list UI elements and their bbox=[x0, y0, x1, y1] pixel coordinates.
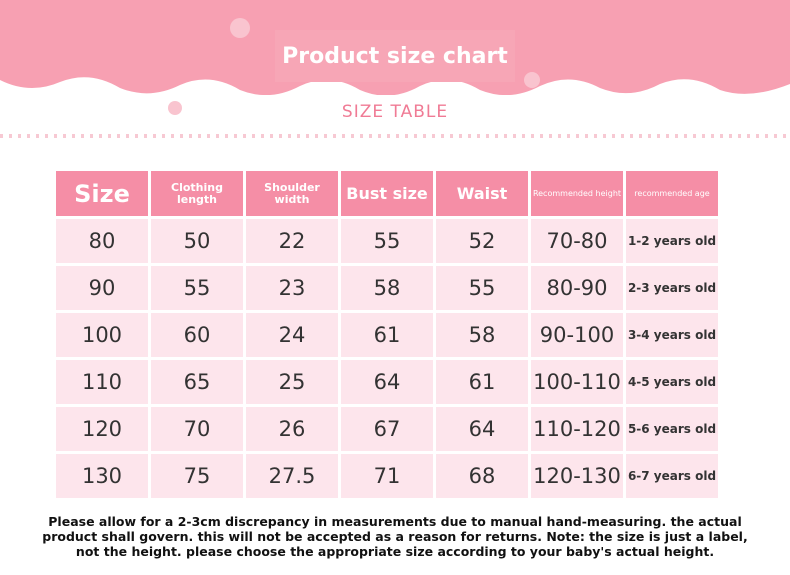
table-cell: 64 bbox=[436, 407, 528, 451]
table-cell: 70 bbox=[151, 407, 243, 451]
table-cell: 70-80 bbox=[531, 219, 623, 263]
column-header: Clothing length bbox=[151, 171, 243, 216]
table-row: 90 55 23 58 55 80-90 2-3 years old bbox=[56, 266, 718, 310]
table-cell: 67 bbox=[341, 407, 433, 451]
footer-line: Please allow for a 2-3cm discrepancy in … bbox=[48, 514, 742, 529]
table-cell: 25 bbox=[246, 360, 338, 404]
table-cell: 80-90 bbox=[531, 266, 623, 310]
table-cell: 6-7 years old bbox=[626, 454, 718, 498]
table-cell: 26 bbox=[246, 407, 338, 451]
table-cell: 61 bbox=[341, 313, 433, 357]
table-cell: 110-120 bbox=[531, 407, 623, 451]
subtitle: SIZE TABLE bbox=[341, 102, 449, 122]
table-cell: 3-4 years old bbox=[626, 313, 718, 357]
footer-line: product shall govern. this will not be a… bbox=[42, 529, 748, 544]
table-cell: 65 bbox=[151, 360, 243, 404]
table-cell: 100 bbox=[56, 313, 148, 357]
table-cell: 27.5 bbox=[246, 454, 338, 498]
table-cell: 68 bbox=[436, 454, 528, 498]
table-cell: 55 bbox=[341, 219, 433, 263]
table-cell: 64 bbox=[341, 360, 433, 404]
table-cell: 1-2 years old bbox=[626, 219, 718, 263]
table-cell: 2-3 years old bbox=[626, 266, 718, 310]
table-cell: 50 bbox=[151, 219, 243, 263]
column-header: Size bbox=[56, 171, 148, 216]
title: Product size chart bbox=[275, 30, 515, 82]
table-cell: 24 bbox=[246, 313, 338, 357]
header-row: Size Clothing length Shoulder width Bust si… bbox=[56, 171, 718, 216]
column-header: Bust size bbox=[341, 171, 433, 216]
column-header: Recommended height bbox=[531, 171, 623, 216]
table-cell: 58 bbox=[436, 313, 528, 357]
footer-line: not the height. please choose the approp… bbox=[75, 544, 715, 559]
table-cell: 90-100 bbox=[531, 313, 623, 357]
column-header: Waist bbox=[436, 171, 528, 216]
table-cell: 71 bbox=[341, 454, 433, 498]
table-row: 130 75 27.5 71 68 120-130 6-7 years old bbox=[56, 454, 718, 498]
table-cell: 5-6 years old bbox=[626, 407, 718, 451]
table-cell: 100-110 bbox=[531, 360, 623, 404]
table-cell: 80 bbox=[56, 219, 148, 263]
table-cell: 55 bbox=[436, 266, 528, 310]
table-cell: 75 bbox=[151, 454, 243, 498]
table-cell: 90 bbox=[56, 266, 148, 310]
table-cell: 52 bbox=[436, 219, 528, 263]
table-cell: 58 bbox=[341, 266, 433, 310]
table-cell: 60 bbox=[151, 313, 243, 357]
table-row: 110 65 25 64 61 100-110 4-5 years old bbox=[56, 360, 718, 404]
table-cell: 55 bbox=[151, 266, 243, 310]
table-cell: 61 bbox=[436, 360, 528, 404]
table-cell: 110 bbox=[56, 360, 148, 404]
table-cell: 130 bbox=[56, 454, 148, 498]
table-cell: 22 bbox=[246, 219, 338, 263]
header-background bbox=[0, 0, 790, 160]
table-row: 100 60 24 61 58 90-100 3-4 years old bbox=[56, 313, 718, 357]
column-header: Shoulder width bbox=[246, 171, 338, 216]
column-header: recommended age bbox=[626, 171, 718, 216]
table-cell: 4-5 years old bbox=[626, 360, 718, 404]
footer-note: Please allow for a 2-3cm discrepancy in … bbox=[0, 514, 790, 559]
table-cell: 23 bbox=[246, 266, 338, 310]
size-table: Size Clothing length Shoulder width Bust si… bbox=[53, 168, 721, 501]
table-cell: 120 bbox=[56, 407, 148, 451]
table-row: 120 70 26 67 64 110-120 5-6 years old bbox=[56, 407, 718, 451]
table-cell: 120-130 bbox=[531, 454, 623, 498]
table-row: 80 50 22 55 52 70-80 1-2 years old bbox=[56, 219, 718, 263]
